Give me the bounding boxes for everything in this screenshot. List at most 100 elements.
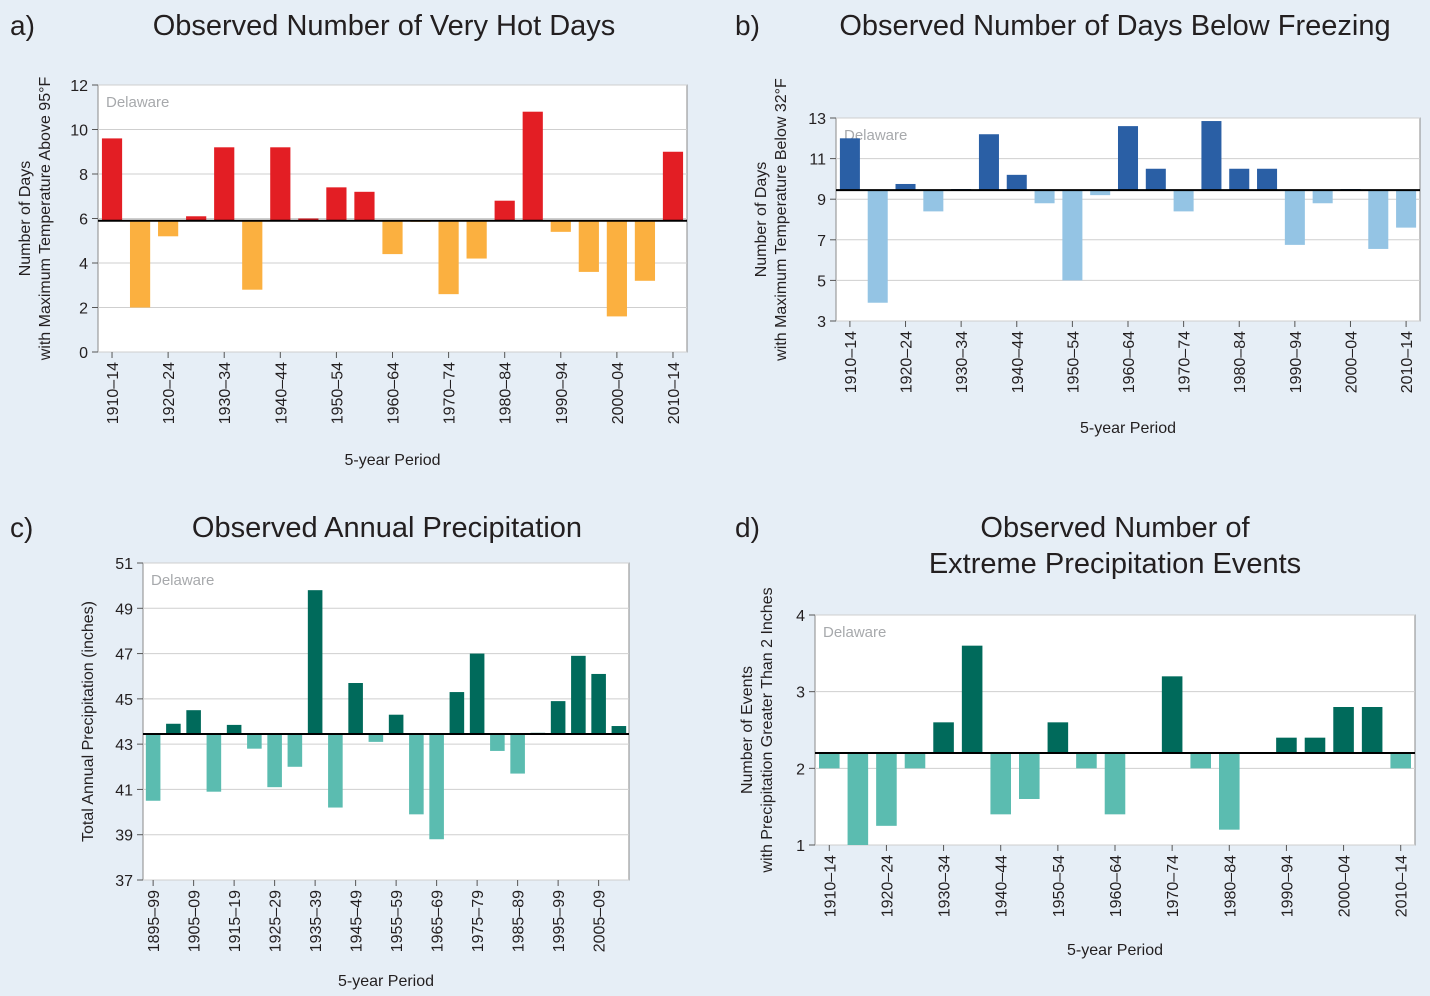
bar: [466, 220, 487, 259]
y-tick-label: 45: [115, 692, 133, 709]
bar: [354, 191, 375, 221]
bar: [1104, 753, 1126, 815]
bar: [876, 753, 897, 826]
bar: [368, 733, 384, 742]
bar: [550, 701, 566, 734]
chart-panel: c) Observed Annual Precipitation 37 39 41 43 4…: [10, 512, 630, 990]
bar: [307, 590, 323, 734]
y-tick-label: 49: [115, 601, 133, 618]
bar: [1390, 753, 1411, 769]
y-tick-label: 43: [115, 737, 133, 754]
bar: [1368, 190, 1389, 249]
bar: [1312, 190, 1333, 204]
y-axis-label: Number of Days: [17, 161, 34, 277]
y-axis-label: Number of Days: [753, 162, 770, 278]
bar: [1161, 676, 1183, 753]
y-tick-label: 4: [796, 608, 805, 625]
bar: [1201, 121, 1222, 191]
annotation: Delaware: [151, 572, 214, 589]
chart-title: Observed Number of: [980, 512, 1250, 544]
bar: [388, 714, 404, 734]
y-tick-label: 39: [115, 828, 133, 845]
bar: [1034, 190, 1055, 204]
x-tick-label: 1895–99: [146, 890, 163, 952]
y-tick-label: 37: [115, 873, 133, 890]
chart-title: Extreme Precipitation Events: [929, 548, 1301, 580]
bar: [867, 190, 888, 303]
bar: [819, 753, 840, 769]
bar: [1047, 722, 1069, 753]
x-tick-label: 1965–69: [430, 890, 447, 952]
bar: [145, 733, 161, 801]
bar: [449, 692, 465, 734]
x-tick-label: 1960–64: [1108, 855, 1125, 917]
bar: [1173, 190, 1194, 212]
x-tick-label: 1950–54: [329, 362, 346, 424]
chart-title: Observed Number of Very Hot Days: [153, 10, 616, 42]
bar: [933, 722, 954, 753]
chart-panel: a) Observed Number of Very Hot Days 0 2 4 6 8 1…: [10, 10, 688, 469]
bar: [101, 138, 123, 221]
bar: [206, 733, 222, 792]
y-tick-label: 11: [809, 152, 826, 169]
y-tick-label: 6: [79, 212, 88, 229]
x-tick-label: 1920–24: [161, 362, 178, 424]
panel-label: b): [735, 10, 760, 41]
bar: [158, 220, 179, 237]
x-tick-label: 1940–44: [1010, 331, 1027, 393]
x-tick-label: 1905–09: [187, 890, 204, 952]
bar: [578, 220, 599, 272]
annotation: Delaware: [823, 624, 886, 641]
y-tick-label: 1: [796, 838, 805, 855]
x-tick-label: 1910–14: [105, 362, 122, 424]
y-axis-label: with Maximum Temperature Above 95°F: [37, 77, 54, 362]
chart-panel: d) Observed Number of Extreme Precipitatio…: [735, 512, 1416, 959]
y-tick-label: 7: [817, 233, 826, 250]
bar: [634, 220, 656, 281]
bar: [1019, 753, 1040, 799]
x-tick-label: 2005–09: [592, 890, 609, 952]
bar: [270, 147, 291, 221]
y-tick-label: 2: [79, 301, 88, 318]
y-tick-label: 0: [79, 345, 88, 362]
bar: [348, 683, 363, 734]
x-tick-label: 2000–04: [1343, 331, 1360, 393]
bar: [129, 220, 151, 308]
y-tick-label: 12: [70, 78, 88, 95]
x-tick-label: 1925–29: [268, 890, 285, 952]
y-tick-label: 4: [79, 256, 88, 273]
y-tick-label: 41: [115, 782, 133, 799]
bar: [1076, 753, 1097, 769]
bar: [186, 216, 207, 221]
bar: [267, 733, 282, 788]
bar: [571, 655, 586, 734]
chart-panel: b) Observed Number of Days Below Freezing…: [735, 10, 1421, 437]
bar: [550, 220, 571, 232]
bar: [1190, 753, 1211, 769]
x-tick-label: 1955–59: [389, 890, 406, 952]
bar: [1361, 707, 1383, 753]
bar: [662, 151, 684, 221]
x-axis-label: 5-year Period: [344, 452, 440, 469]
x-tick-label: 1980–84: [498, 362, 515, 424]
bar: [298, 218, 319, 221]
plot-area: [142, 562, 630, 881]
bar: [904, 753, 926, 769]
x-tick-label: 1985–89: [511, 890, 528, 952]
y-tick-label: 10: [70, 123, 88, 140]
x-tick-label: 2010–14: [1399, 331, 1416, 393]
panel-label: a): [10, 10, 35, 41]
bar: [1229, 168, 1250, 191]
bar: [847, 753, 869, 845]
x-tick-label: 1970–74: [1177, 331, 1194, 393]
y-tick-label: 8: [79, 167, 88, 184]
bar: [494, 200, 515, 221]
bar: [961, 645, 983, 753]
x-tick-label: 1945–49: [349, 890, 366, 952]
x-tick-label: 1990–94: [554, 362, 571, 424]
panel-label: c): [10, 512, 33, 543]
x-tick-label: 1950–54: [1065, 331, 1082, 393]
x-tick-label: 2000–04: [610, 362, 627, 424]
bar: [1006, 174, 1027, 191]
x-tick-label: 1920–24: [879, 855, 896, 917]
